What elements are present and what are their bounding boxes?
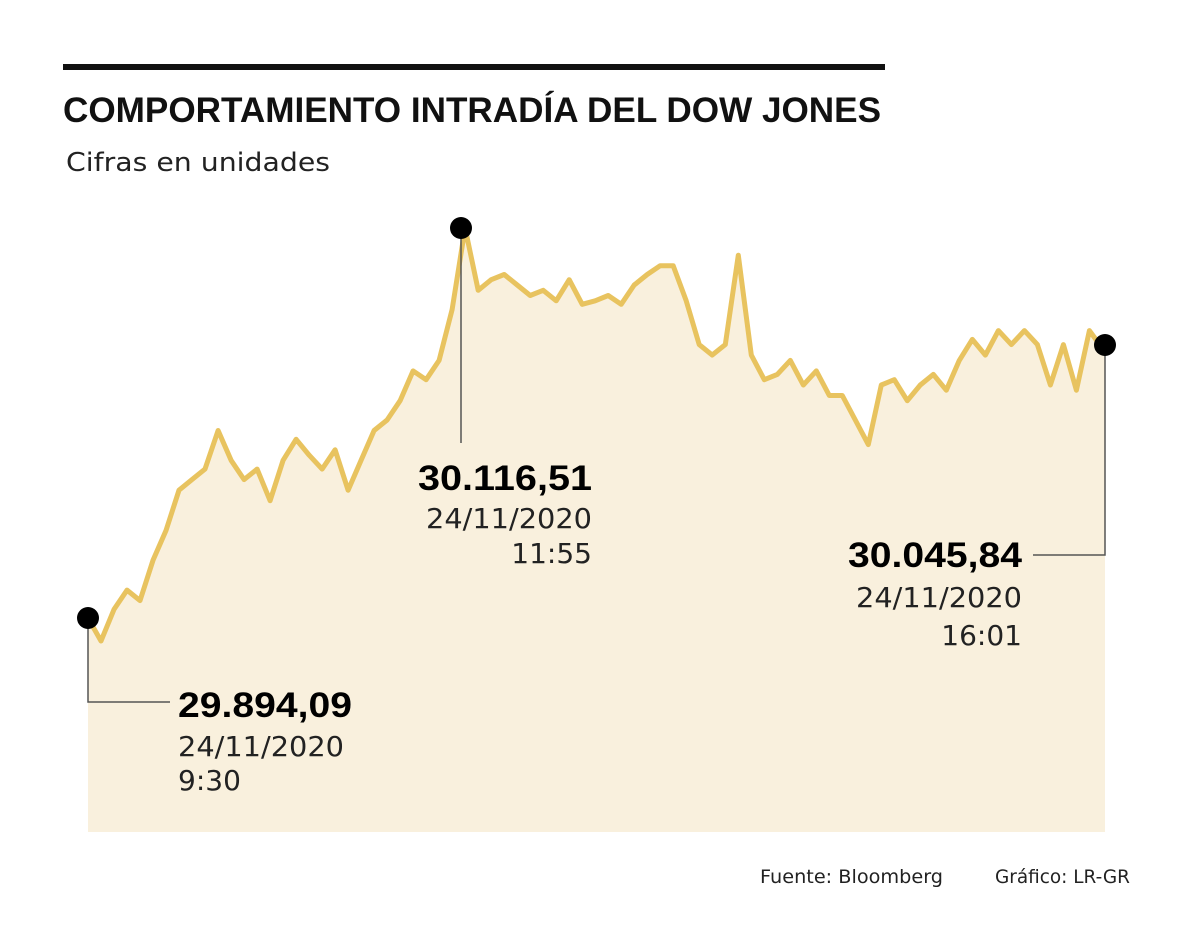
annotation-peak-value: 30.116,51	[418, 459, 592, 498]
annotation-close-date: 24/11/2020	[856, 581, 1022, 614]
marker-peak	[450, 217, 472, 239]
marker-open	[77, 607, 99, 629]
series-line	[85, 225, 1108, 644]
top-rule	[63, 64, 885, 70]
footer-credit: Gráfico: LR-GR	[995, 866, 1130, 888]
annotation-close-value: 30.045,84	[848, 536, 1023, 575]
leader-line-open	[87, 618, 170, 703]
chart-title: COMPORTAMIENTO INTRADÍA DEL DOW JONES	[63, 90, 881, 130]
annotation-peak-time: 11:55	[511, 537, 592, 570]
marker-close	[1094, 334, 1116, 356]
annotation-open-date: 24/11/2020	[178, 730, 344, 763]
chart-subtitle: Cifras en unidades	[66, 148, 330, 178]
footer-source: Fuente: Bloomberg	[760, 866, 943, 888]
annotation-open-time: 9:30	[178, 764, 241, 797]
annotation-peak-date: 24/11/2020	[426, 502, 592, 535]
annotation-close-time: 16:01	[941, 619, 1022, 652]
leader-line-close	[1033, 345, 1106, 556]
annotation-open-value: 29.894,09	[178, 686, 352, 725]
area-fill	[88, 228, 1105, 832]
